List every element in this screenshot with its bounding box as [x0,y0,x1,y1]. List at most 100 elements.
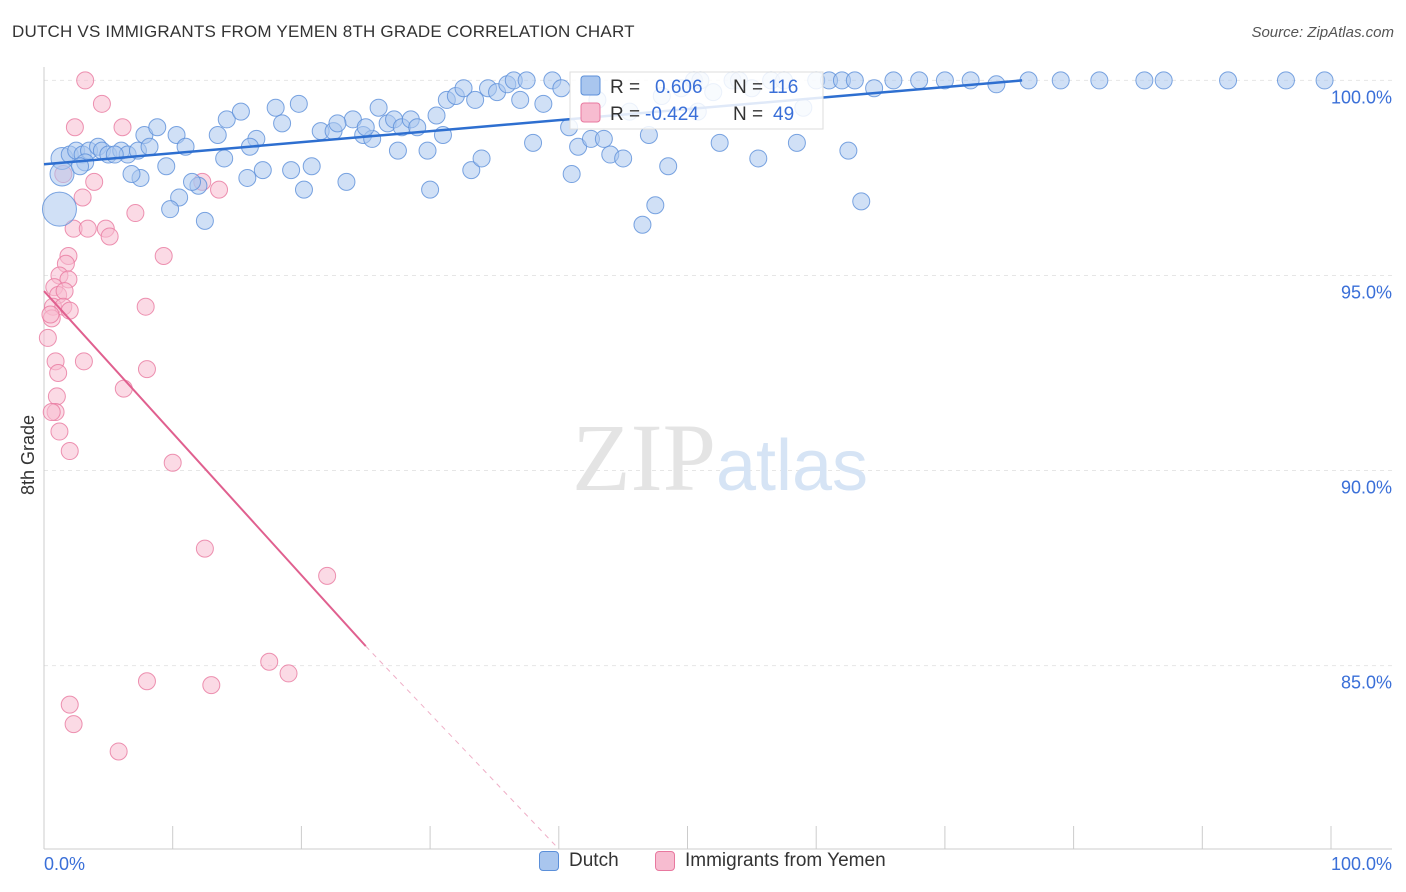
dutch-point [562,165,581,184]
legend-swatch-yemen [580,102,601,123]
dutch-point [749,149,768,168]
dutch-point [195,211,214,230]
yemen-point [41,305,60,324]
stats-r-label-dutch: R = [610,77,640,98]
yemen-point [318,566,337,585]
legend-swatch-dutch [580,75,601,96]
dutch-point [273,114,292,133]
dutch-point [1019,71,1038,90]
dutch-point [253,161,272,180]
dutch-point [148,118,167,137]
yemen-point [42,403,61,422]
yemen-point [202,676,221,695]
yemen-point [154,246,173,265]
y-axis-label: 8th Grade [18,415,38,495]
grid-lines [44,79,1392,667]
yemen-point [210,180,229,199]
legend-swatch-dutch-bottom [539,851,559,871]
yemen-point [55,282,74,301]
yemen-point [260,652,279,671]
stats-r-label-yemen: R = [610,104,640,125]
yemen-point [78,219,97,238]
dutch-point [534,94,553,113]
dutch-point [1276,71,1295,90]
yemen-point [279,664,298,683]
yemen-point [38,328,57,347]
dutch-point [1051,71,1070,90]
yemen-point [137,360,156,379]
y-tick-label: 100.0% [1331,87,1392,107]
bottom-legend: Dutch Immigrants from Yemen [0,850,1406,880]
dutch-point [552,79,571,98]
dutch-point [517,71,536,90]
yemen-point [195,539,214,558]
yemen-point [74,352,93,371]
legend-swatch-yemen-bottom [655,851,675,871]
dutch-point [122,165,141,184]
x-tick-labels: 0.0% 100.0% [44,854,1392,874]
yemen-point [60,442,79,461]
y-tick-labels: 100.0% 95.0% 90.0% 85.0% [1331,87,1392,692]
dutch-point [845,71,864,90]
dutch-point [302,157,321,176]
dutch-point [462,161,481,180]
dutch-point [157,157,176,176]
yemen-point [49,364,68,383]
dutch-point [633,215,652,234]
axes [43,67,1392,850]
x-tick-label-max: 100.0% [1331,854,1392,874]
dutch-point [289,94,308,113]
legend-label-yemen: Immigrants from Yemen [685,850,886,871]
dutch-point [614,149,633,168]
dutch-point [140,137,159,156]
yemen-point [163,453,182,472]
dutch-point [659,157,678,176]
dutch-point [787,133,806,152]
dutch-point [49,161,75,187]
yemen-point [60,301,79,320]
yemen-point [73,188,92,207]
y-tick-label: 90.0% [1341,478,1392,498]
yemen-point [109,742,128,761]
dutch-point [1219,71,1238,90]
stats-n-label-yemen: N = [733,104,763,125]
dutch-trend-line [43,79,1023,166]
stats-legend: R = 0.606 N = 116 R = -0.424 N = 49 [569,71,824,130]
dutch-point [161,200,180,219]
chart-title: DUTCH VS IMMIGRANTS FROM YEMEN 8TH GRADE… [12,22,635,41]
dutch-point [282,161,301,180]
dutch-point [418,141,437,160]
stats-r-value-dutch: 0.606 [655,77,703,98]
yemen-point [60,695,79,714]
dutch-point [328,114,347,133]
watermark: ZIPatlas [572,404,868,511]
yemen-point [113,118,132,137]
x-tick-label-min: 0.0% [44,854,85,874]
dutch-point [356,118,375,137]
dutch-point [105,145,124,164]
dutch-point [266,98,285,117]
dutch-point [41,191,77,227]
dutch-point [1135,71,1154,90]
dutch-point [294,180,313,199]
stats-n-value-dutch: 116 [768,77,798,98]
legend-item-yemen[interactable]: Immigrants from Yemen [655,850,886,872]
yemen-point [137,672,156,691]
legend-item-dutch[interactable]: Dutch [539,850,619,872]
yemen-point [136,297,155,316]
yemen-point [65,118,84,137]
dutch-point [217,110,236,129]
legend-label-dutch: Dutch [569,850,619,871]
dutch-point [910,71,929,90]
y-tick-label: 95.0% [1341,282,1392,302]
dutch-point [388,141,407,160]
y-tick-label: 85.0% [1341,673,1392,693]
yemen-point [50,422,69,441]
stats-r-value-yemen: -0.424 [645,104,699,125]
yemen-point [100,227,119,246]
trend-lines [43,79,1023,850]
dutch-point [466,90,485,109]
dutch-point [238,168,257,187]
yemen-point [114,379,133,398]
